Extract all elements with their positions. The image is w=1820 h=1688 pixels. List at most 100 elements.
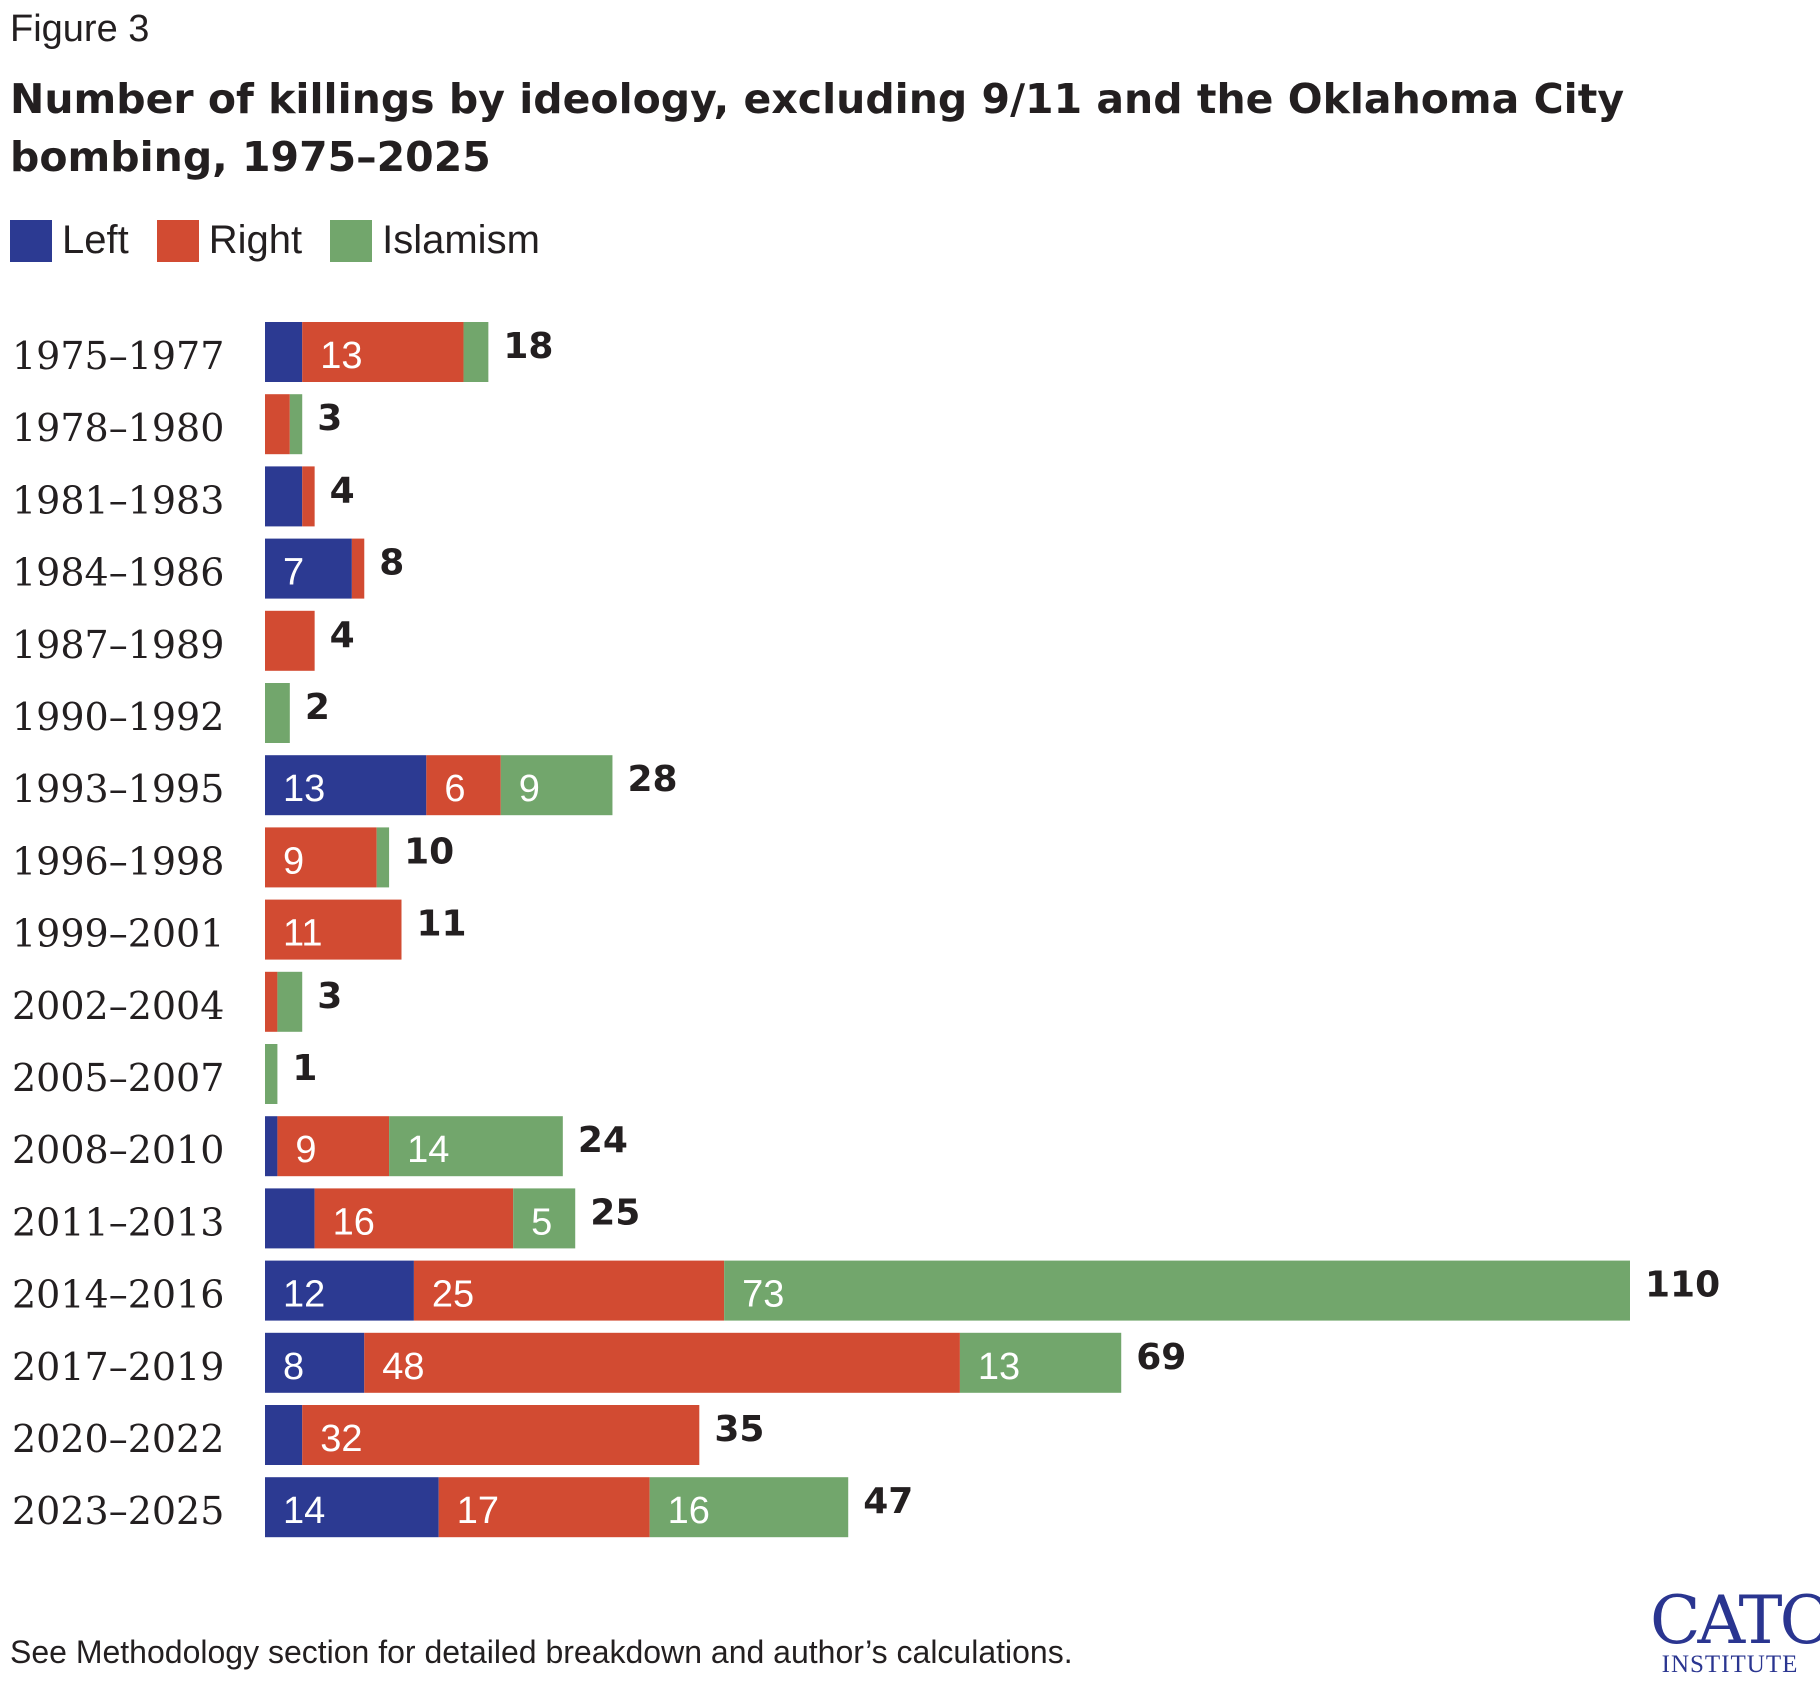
category-label: 1987–1989: [12, 623, 224, 667]
bar-segment-islamism: [265, 1044, 278, 1104]
category-label: 2008–2010: [12, 1128, 224, 1172]
category-label: 1975–1977: [12, 334, 224, 378]
total-label: 1: [292, 1048, 317, 1089]
legend-label-islamism: Islamism: [382, 218, 540, 262]
category-label: 2023–2025: [12, 1489, 224, 1533]
bar-segment-islamism: [500, 755, 613, 816]
chart-title: Number of killings by ideology, excludin…: [10, 75, 1625, 181]
bar-segment-right: [302, 322, 464, 382]
segment-value-label: 9: [283, 840, 304, 882]
total-label: 2: [305, 687, 330, 728]
bar-segment-left: [265, 1332, 365, 1393]
segment-value-label: 16: [333, 1201, 375, 1243]
segment-value-label: 9: [295, 1129, 316, 1171]
category-label: 2011–2013: [12, 1200, 224, 1244]
legend-item-islamism: Islamism: [330, 218, 540, 263]
total-label: 11: [417, 904, 467, 945]
bar-segment-left: [265, 1260, 414, 1321]
bar-segment-islamism: [289, 394, 303, 455]
segment-value-label: 9: [519, 768, 540, 810]
bar-segment-islamism: [724, 1260, 1630, 1321]
legend: Left Right Islamism: [10, 218, 568, 263]
logo-subtext: INSTITUTE: [1661, 1651, 1799, 1678]
category-label: 1978–1980: [12, 406, 224, 450]
category-label: 1990–1992: [12, 695, 224, 739]
category-label: 1996–1998: [12, 839, 224, 883]
segment-value-label: 48: [382, 1346, 424, 1388]
bar-segment-right: [265, 971, 278, 1032]
total-label: 110: [1645, 1265, 1720, 1306]
bar-segment-left: [265, 1405, 303, 1465]
cato-logo: CATO INSTITUTE: [1650, 1582, 1820, 1678]
bar-segment-islamism: [463, 322, 489, 382]
legend-item-right: Right: [156, 218, 303, 263]
bar-segment-right: [314, 1188, 514, 1249]
bar-segment-right: [438, 1477, 650, 1538]
segment-value-label: 13: [978, 1346, 1020, 1388]
figure-label: Figure 3: [10, 8, 150, 50]
bar-segment-right: [265, 827, 377, 888]
bar-segment-right: [426, 755, 501, 816]
total-label: 28: [627, 759, 677, 800]
bar-segment-islamism: [649, 1477, 849, 1538]
category-label: 2020–2022: [12, 1417, 224, 1461]
segment-value-label: 6: [444, 768, 465, 810]
total-label: 35: [714, 1409, 764, 1450]
bar-segment-left: [265, 755, 427, 816]
category-label: 2005–2007: [12, 1056, 224, 1100]
legend-swatch-islamism: [330, 219, 373, 262]
segment-value-label: 17: [457, 1490, 499, 1532]
bar-segment-right: [265, 610, 315, 671]
category-label: 1984–1986: [12, 551, 224, 595]
segment-value-label: 8: [283, 1346, 304, 1388]
segment-value-label: 14: [407, 1129, 449, 1171]
bar-segment-islamism: [265, 683, 290, 743]
bar-segment-islamism: [376, 827, 390, 888]
bar-segment-left: [265, 1477, 439, 1538]
total-label: 25: [590, 1192, 640, 1233]
footnote: See Methodology section for detailed bre…: [10, 1634, 1073, 1670]
bar-segment-left: [265, 1188, 315, 1249]
segment-value-label: 11: [283, 913, 322, 955]
segment-value-label: 32: [320, 1418, 362, 1460]
legend-item-left: Left: [10, 218, 129, 263]
category-label: 1981–1983: [12, 478, 224, 522]
segment-value-label: 14: [283, 1490, 325, 1532]
total-label: 3: [317, 976, 342, 1017]
bar-segment-left: [265, 466, 303, 527]
bar-segment-right: [413, 1260, 725, 1321]
category-label: 1993–1995: [12, 767, 224, 811]
legend-label-right: Right: [208, 218, 303, 262]
bar-segment-right: [265, 899, 402, 960]
bar-segment-left: [265, 322, 303, 382]
total-label: 4: [330, 615, 355, 656]
legend-swatch-left: [10, 219, 52, 262]
bar-segment-right: [277, 1116, 390, 1177]
bar-segment-left: [265, 538, 352, 599]
total-label: 8: [379, 543, 404, 584]
category-label: 2014–2016: [12, 1273, 224, 1317]
bar-segment-islamism: [513, 1188, 576, 1249]
total-label: 4: [330, 470, 355, 511]
segment-value-label: 73: [742, 1274, 784, 1316]
bar-segment-islamism: [277, 971, 303, 1032]
segment-value-label: 13: [283, 768, 325, 810]
legend-swatch-right: [156, 219, 199, 262]
bar-segment-right: [364, 1332, 960, 1393]
total-label: 18: [503, 326, 553, 367]
segment-value-label: 5: [531, 1201, 552, 1243]
bar-segment-right: [351, 538, 365, 599]
total-label: 3: [317, 398, 342, 439]
total-label: 24: [578, 1120, 628, 1161]
category-label: 1999–2001: [12, 912, 224, 956]
legend-label-left: Left: [62, 218, 129, 262]
segment-value-label: 16: [668, 1490, 710, 1532]
segment-value-label: 7: [283, 552, 304, 594]
bar-segment-islamism: [389, 1116, 563, 1177]
total-label: 10: [404, 831, 454, 872]
segment-value-label: 25: [432, 1274, 474, 1316]
bar-segment-right: [265, 394, 290, 455]
logo-wordmark: CATO: [1650, 1582, 1820, 1659]
total-label: 69: [1136, 1337, 1186, 1378]
